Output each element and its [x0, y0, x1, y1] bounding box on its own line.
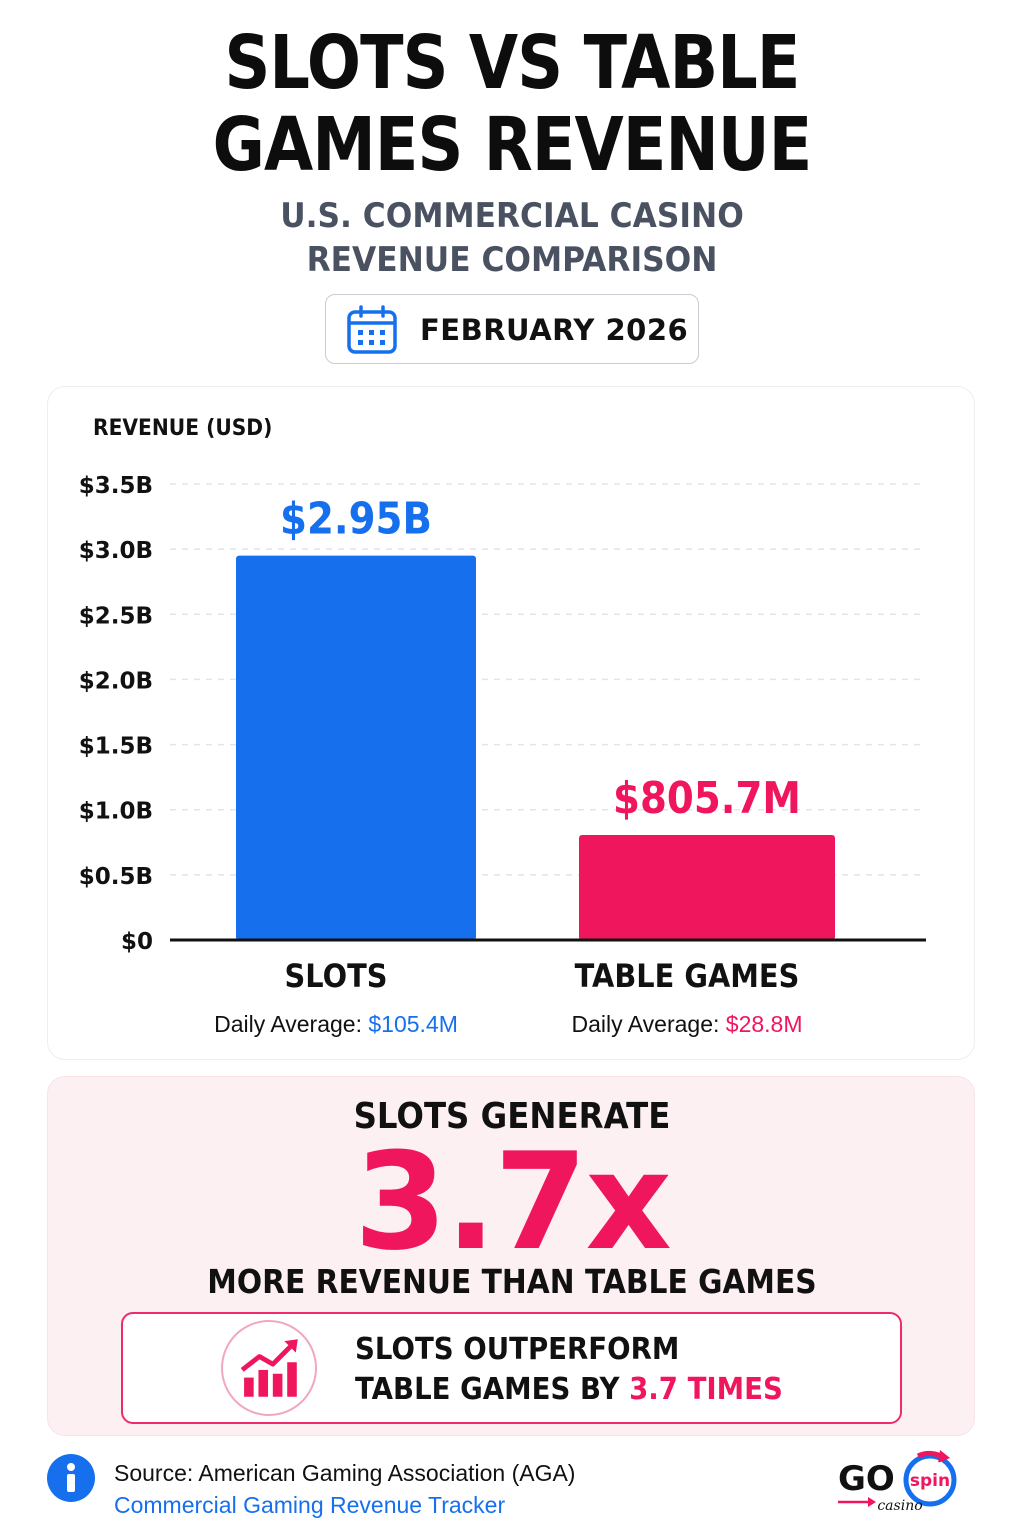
- title-line-1: SLOTS VS TABLE: [224, 20, 800, 106]
- callout-line-2-prefix: TABLE GAMES BY: [355, 1372, 630, 1407]
- callout-highlight: 3.7 TIMES: [629, 1372, 783, 1407]
- bar-chart: REVENUE (USD) $0 $0.5B $1.0B $1.5B $2.0B $2.5…: [79, 414, 926, 1037]
- daily-average-value: $28.8M: [726, 1011, 803, 1037]
- subtitle-line-1: U.S. COMMERCIAL CASINO: [280, 196, 744, 236]
- callout-box: SLOTS OUTPERFORM TABLE GAMES BY 3.7 TIME…: [121, 1312, 902, 1424]
- y-axis-label: REVENUE (USD): [93, 414, 272, 440]
- y-tick-label: $1.0B: [79, 799, 153, 825]
- date-badge: FEBRUARY 2026: [325, 294, 699, 364]
- date-label: FEBRUARY 2026: [420, 313, 689, 347]
- summary-heading: SLOTS GENERATE: [353, 1096, 671, 1137]
- bar: [579, 835, 835, 940]
- y-tick-label: $3.0B: [79, 538, 153, 564]
- callout-line-2: TABLE GAMES BY 3.7 TIMES: [355, 1372, 783, 1407]
- calendar-icon: [347, 305, 397, 354]
- summary-multiplier: 3.7x: [354, 1124, 672, 1280]
- callout-line-1: SLOTS OUTPERFORM: [355, 1332, 680, 1367]
- growth-chart-icon: [221, 1320, 317, 1416]
- bar: [236, 555, 476, 940]
- bar-value-label: $805.7M: [613, 773, 801, 824]
- page-subtitle: U.S. COMMERCIAL CASINO REVENUE COMPARISO…: [41, 194, 983, 282]
- daily-average-label: Daily Average:: [572, 1011, 726, 1037]
- info-icon: [47, 1454, 95, 1502]
- summary-subheading: MORE REVENUE THAN TABLE GAMES: [207, 1262, 817, 1301]
- logo-badge: spin: [910, 1471, 950, 1491]
- y-tick-labels: $0 $0.5B $1.0B $1.5B $2.0B $2.5B $3.0B $3.5B: [79, 473, 153, 955]
- tracker-link[interactable]: Commercial Gaming Revenue Tracker: [114, 1492, 506, 1518]
- y-tick-label: $1.5B: [79, 734, 153, 760]
- logo-main: GO: [838, 1459, 895, 1499]
- y-tick-label: $3.5B: [79, 473, 153, 499]
- chart-card: REVENUE (USD) $0 $0.5B $1.0B $1.5B $2.0B $2.5…: [47, 386, 975, 1060]
- y-tick-label: $0.5B: [79, 864, 153, 890]
- source-text: Source: American Gaming Association (AGA…: [114, 1460, 576, 1486]
- x-tick-label: SLOTS: [285, 959, 388, 996]
- y-tick-label: $0: [121, 929, 153, 955]
- bar-value-label: $2.95B: [280, 493, 432, 544]
- brand-logo: GO spin casino: [834, 1446, 964, 1518]
- x-tick-label: TABLE GAMES: [575, 959, 800, 996]
- logo-sub: casino: [877, 1498, 922, 1514]
- daily-average: Daily Average: $105.4M: [214, 1011, 458, 1037]
- bars: $2.95B $805.7M: [236, 493, 835, 940]
- y-tick-label: $2.0B: [79, 668, 153, 694]
- y-tick-label: $2.5B: [79, 603, 153, 629]
- subtitle-line-2: REVENUE COMPARISON: [306, 240, 718, 280]
- title-line-2: GAMES REVENUE: [212, 102, 813, 188]
- x-tick-labels: SLOTS Daily Average: $105.4M TABLE GAMES Da…: [214, 959, 802, 1037]
- daily-average-value: $105.4M: [368, 1011, 458, 1037]
- daily-average-label: Daily Average:: [214, 1011, 368, 1037]
- page-title: SLOTS VS TABLE GAMES REVENUE: [72, 22, 953, 186]
- daily-average: Daily Average: $28.8M: [572, 1011, 803, 1037]
